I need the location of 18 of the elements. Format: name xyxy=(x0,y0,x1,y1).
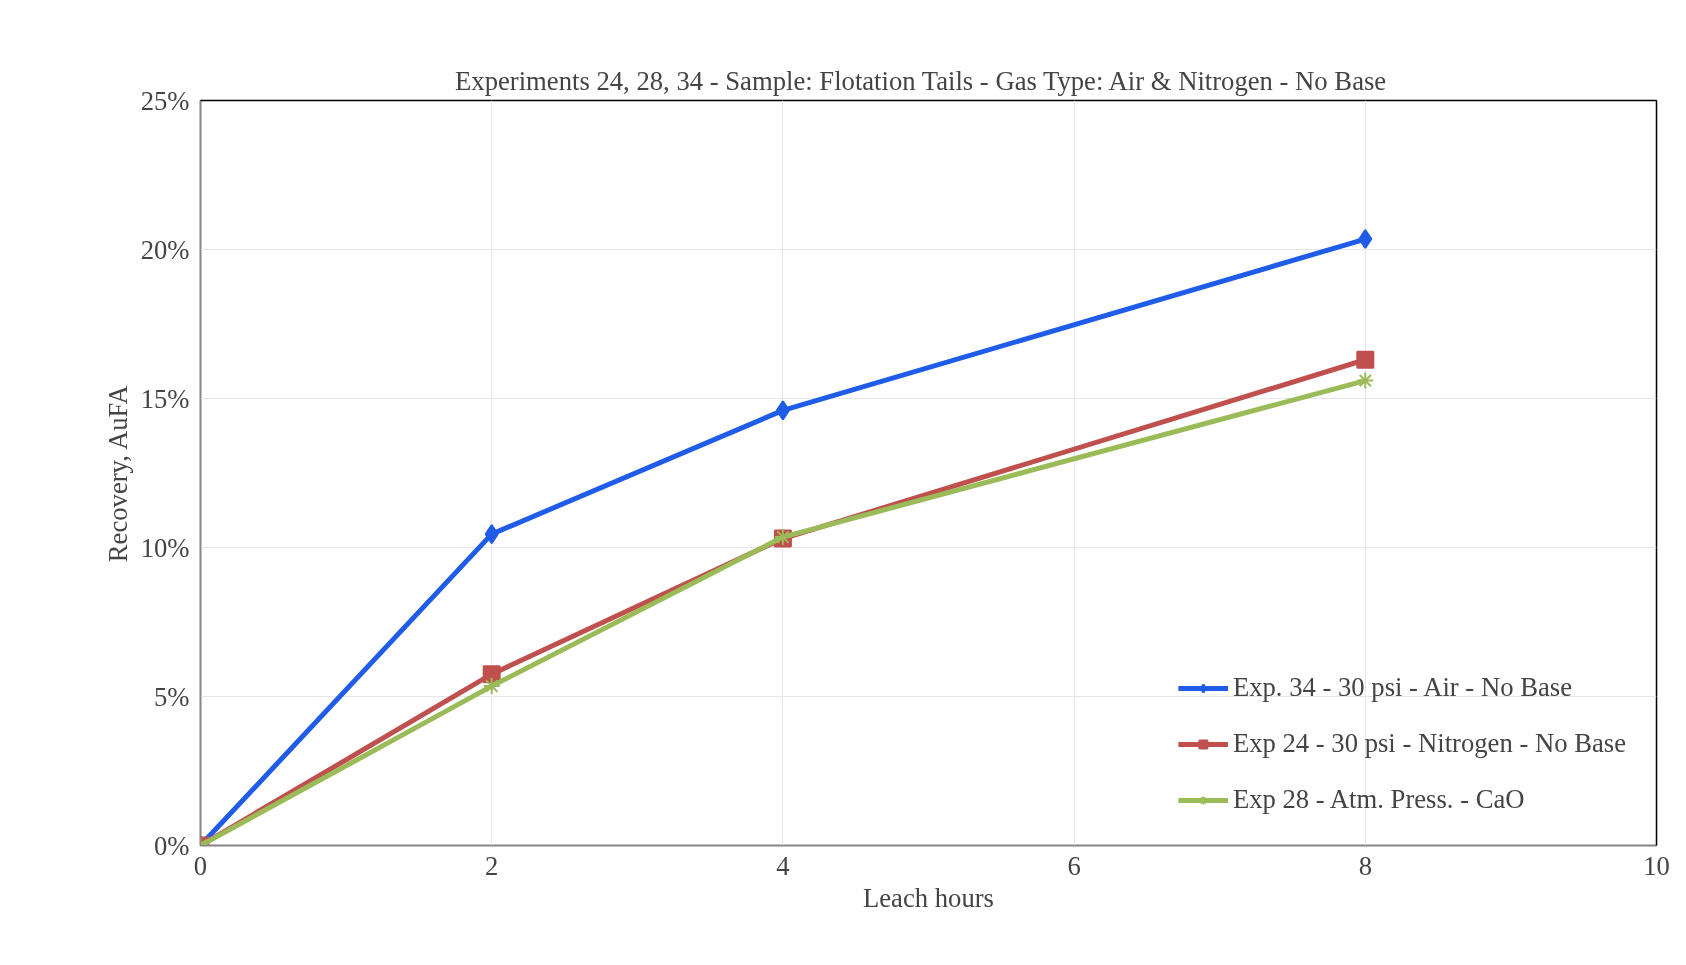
y-tick-label: 10% xyxy=(140,532,190,563)
legend-label: Exp 24 - 30 psi - Nitrogen - No Base xyxy=(1232,728,1626,759)
x-tick-label: 2 xyxy=(485,850,499,881)
y-tick-label: 20% xyxy=(140,234,190,265)
x-tick-label: 4 xyxy=(776,850,790,881)
y-axis-title: Recovery, AuFA xyxy=(102,384,133,563)
x-tick-label: 0 xyxy=(193,850,208,881)
x-tick-label: 10 xyxy=(1643,850,1670,881)
legend-label: Exp 28 - Atm. Press. - CaO xyxy=(1232,784,1525,815)
y-tick-label: 0% xyxy=(153,830,190,861)
y-tick-label: 15% xyxy=(140,383,190,414)
legend-label: Exp. 34 - 30 psi - Air - No Base xyxy=(1232,672,1572,703)
x-axis-title: Leach hours xyxy=(863,882,995,913)
x-tick-label: 6 xyxy=(1067,850,1081,881)
x-tick-label: 8 xyxy=(1358,850,1372,881)
y-tick-label: 25% xyxy=(140,85,190,116)
y-tick-label: 5% xyxy=(153,681,190,712)
chart-title: Experiments 24, 28, 34 - Sample: Flotation Tails - Gas Type: Air & Nitrogen - No Base xyxy=(455,65,1387,96)
